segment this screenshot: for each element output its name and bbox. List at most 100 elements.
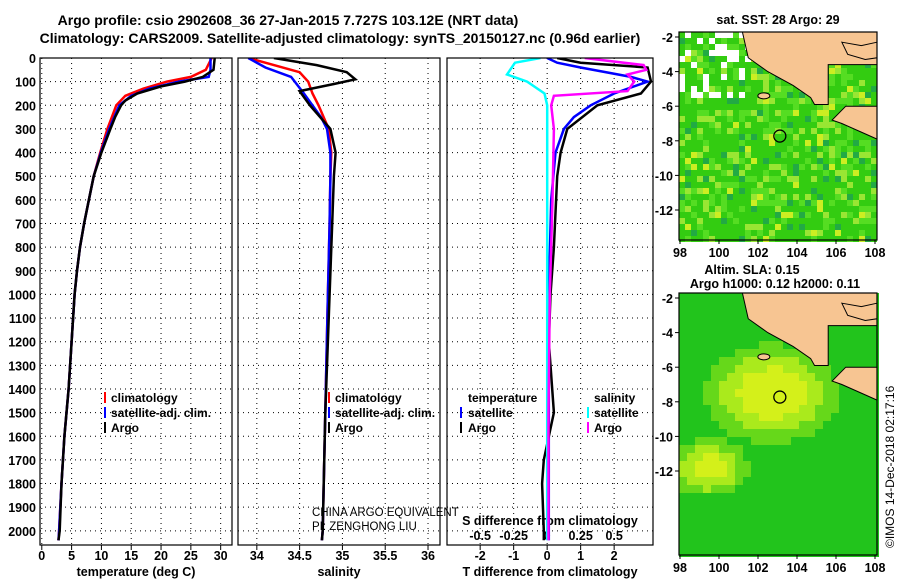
data-cell: [847, 501, 855, 509]
data-cell: [799, 421, 807, 429]
data-cell: [697, 140, 703, 146]
legend-swatch-satellite: [328, 407, 330, 418]
data-cell: [739, 188, 745, 194]
data-cell: [743, 349, 751, 357]
data-cell: [687, 525, 695, 533]
data-cell: [811, 104, 817, 110]
legend-salinity-title: salinity: [594, 391, 636, 405]
data-cell: [763, 116, 769, 122]
data-cell: [855, 445, 863, 453]
data-cell: [679, 80, 685, 86]
data-cell: [831, 325, 839, 333]
enggano-island: [757, 353, 771, 361]
lon-tick-label: 98: [673, 561, 687, 575]
data-cell: [745, 92, 751, 98]
data-cell: [751, 533, 759, 541]
data-cell: [721, 56, 727, 62]
data-cell: [823, 152, 829, 158]
data-cell: [823, 110, 829, 116]
data-cell: [781, 206, 787, 212]
data-cell: [767, 421, 775, 429]
data-cell: [687, 357, 695, 365]
data-cell: [799, 176, 805, 182]
data-cell: [839, 517, 847, 525]
data-cell: [735, 445, 743, 453]
data-cell: [799, 164, 805, 170]
data-cell: [823, 218, 829, 224]
data-cell: [679, 62, 685, 68]
data-cell: [831, 341, 839, 349]
data-cell: [751, 517, 759, 525]
data-cell: [691, 128, 697, 134]
data-cell: [823, 381, 831, 389]
data-cell: [697, 176, 703, 182]
data-cell: [703, 122, 709, 128]
data-cell: [695, 405, 703, 413]
data-cell: [823, 437, 831, 445]
data-cell: [781, 218, 787, 224]
data-cell: [775, 170, 781, 176]
data-cell: [799, 194, 805, 200]
data-cell: [679, 413, 687, 421]
data-cell: [703, 146, 709, 152]
data-cell: [745, 230, 751, 236]
data-cell: [829, 182, 835, 188]
data-cell: [759, 389, 767, 397]
data-cell: [787, 206, 793, 212]
data-cell: [703, 381, 711, 389]
lon-tick-label: 104: [787, 246, 808, 260]
data-cell: [859, 152, 865, 158]
legend-temp-satellite: satellite: [468, 406, 513, 420]
data-cell: [781, 92, 787, 98]
data-cell: [695, 341, 703, 349]
data-cell: [687, 421, 695, 429]
data-cell: [751, 182, 757, 188]
data-cell: [687, 493, 695, 501]
data-cell: [817, 194, 823, 200]
data-cell: [831, 373, 839, 381]
data-cell: [775, 413, 783, 421]
data-cell: [697, 68, 703, 74]
data-cell: [775, 146, 781, 152]
data-cell: [685, 62, 691, 68]
data-cell: [751, 116, 757, 122]
data-cell: [835, 128, 841, 134]
data-cell: [745, 152, 751, 158]
data-cell: [807, 413, 815, 421]
y-tick-label: 1500: [8, 407, 36, 421]
data-cell: [757, 86, 763, 92]
data-cell: [727, 170, 733, 176]
data-cell: [687, 413, 695, 421]
data-cell: [679, 381, 687, 389]
data-cell: [687, 405, 695, 413]
data-cell: [679, 365, 687, 373]
data-cell: [685, 164, 691, 170]
data-cell: [859, 80, 865, 86]
data-cell: [793, 128, 799, 134]
data-cell: [687, 477, 695, 485]
data-cell: [721, 206, 727, 212]
data-cell: [703, 62, 709, 68]
data-cell: [865, 68, 871, 74]
data-cell: [721, 128, 727, 134]
data-cell: [691, 224, 697, 230]
data-cell: [709, 134, 715, 140]
data-cell: [799, 477, 807, 485]
data-cell: [697, 146, 703, 152]
data-cell: [751, 158, 757, 164]
legend-satellite: satellite-adj. clim.: [335, 406, 435, 420]
data-cell: [799, 533, 807, 541]
data-cell: [703, 206, 709, 212]
data-cell: [865, 188, 871, 194]
data-cell: [697, 206, 703, 212]
data-cell: [739, 104, 745, 110]
data-cell: [847, 152, 853, 158]
data-cell: [769, 224, 775, 230]
series-line-climatology: [247, 58, 333, 541]
data-cell: [697, 116, 703, 122]
data-cell: [787, 224, 793, 230]
data-cell: [847, 429, 855, 437]
data-cell: [703, 501, 711, 509]
data-cell: [721, 224, 727, 230]
data-cell: [823, 146, 829, 152]
